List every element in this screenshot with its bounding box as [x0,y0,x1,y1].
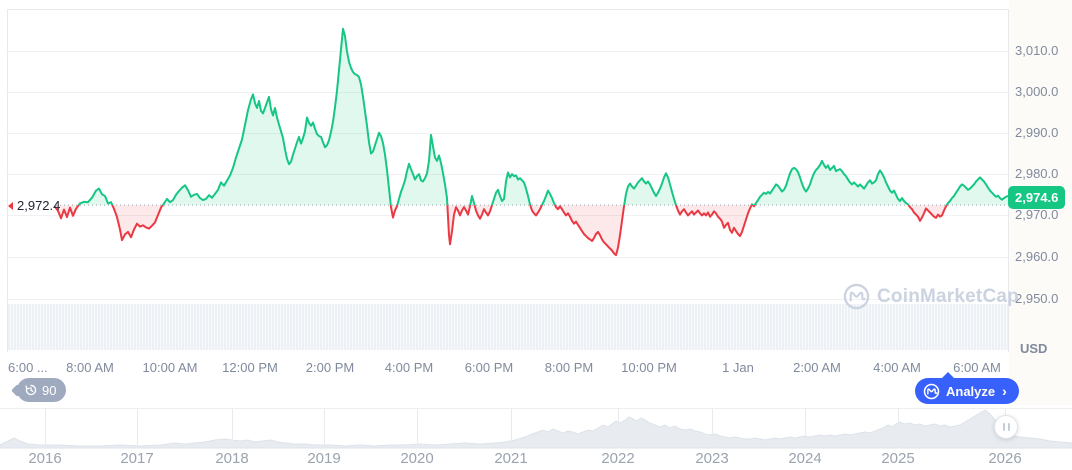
x-axis-label: 2:00 AM [793,360,841,375]
navigator-gridline [417,409,418,448]
year-label: 2016 [28,450,62,467]
y-axis-label: 2,950.0 [1015,291,1059,306]
year-label: 2023 [695,450,729,467]
watermark-label: CoinMarketCap [877,285,1019,307]
open-price-marker: 2,972.4 [8,198,60,213]
year-label: 2017 [120,450,154,467]
navigator-drag-handle[interactable] [994,415,1018,439]
year-label: 2019 [307,450,341,467]
x-axis-label: 6:00 PM [464,360,514,375]
left-arrow-icon [8,201,13,210]
x-axis-label: 8:00 PM [544,360,594,375]
analyze-label: Analyze [946,383,996,399]
x-axis-label: 10:00 AM [142,360,198,375]
volume-bars [8,304,1008,350]
chevron-right-icon: › [1002,383,1007,399]
y-axis-label: 2,990.0 [1015,125,1059,140]
watermark: CoinMarketCap [843,283,1019,310]
gridline [7,215,1008,216]
x-axis-label: 10:00 PM [621,360,677,375]
navigator-gridline [232,409,233,448]
gridline [7,92,1008,93]
gridline [7,51,1008,52]
navigator-top-border [0,408,1072,409]
navigator-gridline [137,409,138,448]
currency-label: USD [1020,341,1048,356]
current-price-badge: 2,974.6 [1008,186,1066,209]
x-axis-label: 4:00 PM [384,360,434,375]
year-label: 2026 [988,450,1022,467]
plot-border-right [1008,9,1009,352]
x-axis-label: 8:00 AM [66,360,114,375]
plot-border-top [7,9,1008,10]
x-axis-label: 4:00 AM [873,360,921,375]
navigator-gridline [618,409,619,448]
navigator-gridline [898,409,899,448]
y-axis-label: 2,970.0 [1015,207,1059,222]
gridline [7,133,1008,134]
plot-border-left [7,9,8,352]
navigator-gridline [324,409,325,448]
y-axis-label: 3,000.0 [1015,84,1059,99]
year-label: 2020 [400,450,434,467]
open-price-label: 2,972.4 [17,198,61,213]
x-axis-label: 6:00 AM [953,360,1001,375]
year-label: 2021 [494,450,528,467]
y-axis-label: 2,980.0 [1015,166,1059,181]
cmc-logo-icon [923,383,940,399]
x-axis-label: 12:00 PM [222,360,278,375]
x-axis-label: 6:00 ... [8,360,48,375]
navigator-gridline [45,409,46,448]
y-axis-label: 2,960.0 [1015,249,1059,264]
navigator-gridline [805,409,806,448]
history-count-badge[interactable]: 90 [17,378,67,402]
cmc-logo-icon [843,283,870,310]
navigator-gridline [712,409,713,448]
year-label: 2018 [215,450,249,467]
navigator-gridline [511,409,512,448]
x-axis-label: 1 Jan [722,360,754,375]
x-axis-label: 2:00 PM [305,360,355,375]
history-clock-icon [25,384,37,396]
year-label: 2024 [788,450,822,467]
history-count: 90 [42,382,57,398]
year-label: 2025 [881,450,915,467]
y-axis-label: 3,010.0 [1015,43,1059,58]
gridline [7,257,1008,258]
year-label: 2022 [601,450,635,467]
analyze-button[interactable]: Analyze › [915,372,1019,404]
gridline [7,299,1008,300]
